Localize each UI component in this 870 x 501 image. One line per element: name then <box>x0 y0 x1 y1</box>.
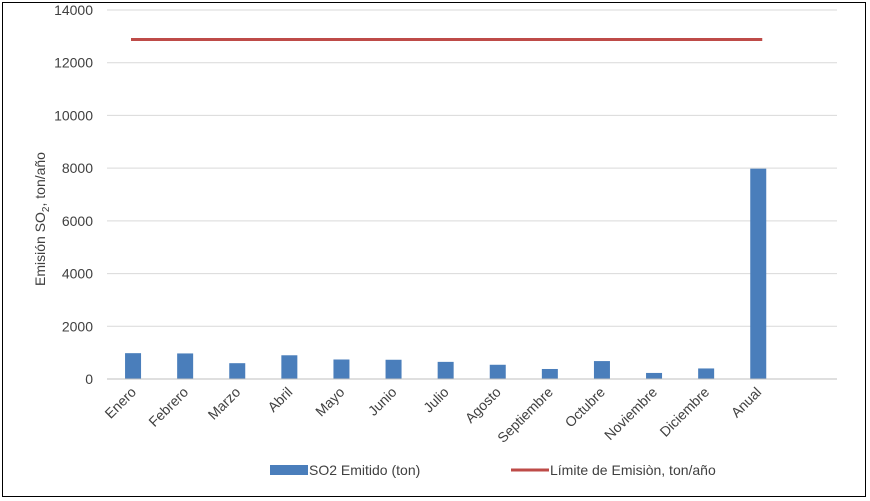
legend: SO2 Emitido (ton) Límite de Emisiòn, ton… <box>270 462 716 478</box>
y-tick-label: 10000 <box>54 107 93 123</box>
y-tick-label: 4000 <box>62 266 93 282</box>
x-tick-label: Agosto <box>462 384 504 426</box>
bar-septiembre <box>541 368 558 379</box>
y-tick-label: 8000 <box>62 160 93 176</box>
x-tick-label: Abril <box>264 384 295 415</box>
x-tick-label: Anual <box>728 384 765 421</box>
y-axis-label: Emisión SO2, ton/año <box>32 152 52 286</box>
y-tick-label: 6000 <box>62 213 93 229</box>
y-tick-label: 14000 <box>54 3 93 18</box>
bar-noviembre <box>646 372 663 379</box>
y-tick-label: 2000 <box>62 318 93 334</box>
x-tick-label: Enero <box>101 384 139 422</box>
bar-febrero <box>177 353 194 379</box>
bar-agosto <box>489 364 506 379</box>
y-axis-ticks: 0 2000 4000 6000 8000 10000 12000 14000 <box>54 2 93 387</box>
chart: 0 2000 4000 6000 8000 10000 12000 14000 Enero Fe… <box>32 2 837 478</box>
x-tick-label: Diciembre <box>656 384 712 440</box>
x-axis-ticks: Enero Febrero Marzo Abril Mayo Junio Julio Agos… <box>101 384 764 446</box>
bar-julio <box>437 361 454 379</box>
bar-marzo <box>229 363 246 379</box>
x-tick-label: Marzo <box>205 384 244 423</box>
bar-diciembre <box>698 368 715 379</box>
bar-mayo <box>333 359 350 379</box>
y-tick-label: 0 <box>85 371 93 387</box>
gridlines <box>107 9 837 327</box>
x-tick-label: Julio <box>420 384 452 416</box>
x-tick-label: Octubre <box>562 384 609 431</box>
x-tick-label: Mayo <box>312 384 348 420</box>
x-tick-label: Junio <box>365 384 400 419</box>
legend-line-label: Límite de Emisiòn, ton/año <box>550 462 716 478</box>
legend-bar-label: SO2 Emitido (ton) <box>309 462 420 478</box>
y-axis-label-subscript: 2 <box>41 206 52 212</box>
y-axis-label-rest: , ton/año <box>32 152 48 207</box>
bar-series <box>125 168 767 379</box>
bar-junio <box>385 359 402 379</box>
x-tick-label: Noviembre <box>601 384 660 443</box>
bar-abril <box>281 355 298 379</box>
bar-enero <box>125 353 142 379</box>
bar-anual <box>750 168 767 379</box>
y-tick-label: 12000 <box>54 55 93 71</box>
y-axis-label-main: Emisión SO <box>32 212 48 286</box>
legend-bar-swatch <box>270 465 308 475</box>
x-tick-label: Febrero <box>145 384 191 430</box>
x-tick-label: Septiembre <box>494 384 556 446</box>
bar-octubre <box>593 361 610 379</box>
